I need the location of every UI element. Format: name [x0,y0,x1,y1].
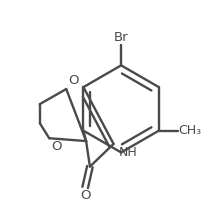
Text: O: O [80,189,90,202]
Text: NH: NH [118,146,137,159]
Text: O: O [68,74,79,87]
Text: CH₃: CH₃ [179,124,202,137]
Text: Br: Br [114,31,129,44]
Text: O: O [51,140,62,153]
